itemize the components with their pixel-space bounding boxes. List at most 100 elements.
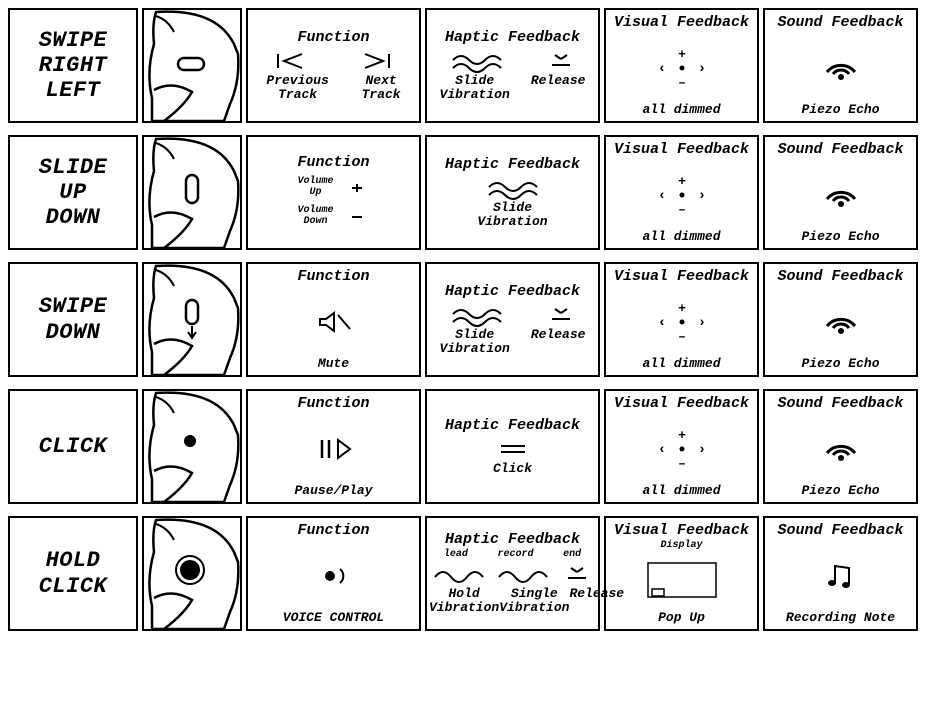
- haptic-header: Haptic Feedback: [445, 283, 580, 300]
- haptic-label-0: Click: [493, 462, 532, 476]
- svg-text:+: +: [678, 48, 686, 62]
- visual-feedback-cell: Visual FeedbackDisplay Pop Up: [604, 516, 759, 631]
- sound-label: Piezo Echo: [801, 484, 879, 498]
- svg-text:›: ›: [697, 442, 705, 458]
- visual-label: Pop Up: [658, 611, 705, 625]
- haptic-header: Haptic Feedback: [445, 531, 580, 548]
- haptic-toplabel-0: lead: [444, 550, 468, 561]
- sound-feedback-cell: Sound Feedback Recording Note: [763, 516, 918, 631]
- function-header: Function: [297, 268, 369, 285]
- visual-header: Visual Feedback: [614, 141, 749, 158]
- sound-feedback-cell: Sound Feedback Piezo Echo: [763, 135, 918, 250]
- sound-header: Sound Feedback: [777, 141, 903, 158]
- haptic-label-0: SlideVibration: [440, 328, 510, 357]
- visual-header: Visual Feedback: [614, 395, 749, 412]
- function-label-0: PreviousTrack: [266, 74, 328, 103]
- gesture-name: CLICK: [39, 434, 108, 459]
- wifi-arc-icon: [819, 433, 863, 465]
- svg-text:›: ›: [697, 188, 705, 204]
- helmet-cell: [142, 389, 242, 504]
- double-wave-icon: [449, 48, 505, 74]
- dpad-icon: + ‹ › –: [652, 302, 712, 342]
- gesture-row-1: SLIDEUPDOWN FunctionVolumeUp VolumeDownH…: [8, 135, 921, 250]
- haptic-toplabel-1: record: [497, 550, 533, 561]
- gesture-name: HOLDCLICK: [39, 548, 108, 599]
- plus-icon: [344, 178, 370, 198]
- haptic-header: Haptic Feedback: [445, 29, 580, 46]
- visual-status: all dimmed: [642, 103, 720, 117]
- function-cell: Function PreviousTrackNextTrack: [246, 8, 421, 123]
- sound-label: Piezo Echo: [801, 357, 879, 371]
- mute-icon: [312, 307, 356, 337]
- helmet-capsule-horizontal-icon: [144, 10, 240, 121]
- haptic-label-0: SlideVibration: [477, 201, 547, 230]
- helmet-capsule-vertical-icon: [144, 137, 240, 248]
- dpad-icon: + ‹ › –: [652, 175, 712, 215]
- svg-text:+: +: [678, 175, 686, 189]
- gesture-label-cell: SWIPEDOWN: [8, 262, 138, 377]
- haptic-header: Haptic Feedback: [445, 417, 580, 434]
- svg-text:–: –: [678, 456, 686, 469]
- double-wave-icon: [449, 302, 505, 328]
- function-label-1: NextTrack: [362, 74, 401, 103]
- svg-text:‹: ‹: [657, 61, 665, 77]
- visual-status: all dimmed: [642, 484, 720, 498]
- voice-dot-icon: [312, 561, 356, 591]
- function-header: Function: [297, 395, 369, 412]
- minus-icon: [344, 207, 370, 227]
- sound-feedback-cell: Sound Feedback Piezo Echo: [763, 8, 918, 123]
- release-tick-icon: [546, 302, 576, 328]
- helmet-cell: [142, 262, 242, 377]
- gesture-row-3: CLICK Function Pause/Play Haptic Feedback…: [8, 389, 921, 504]
- visual-status: all dimmed: [642, 230, 720, 244]
- sound-label: Recording Note: [786, 611, 895, 625]
- gesture-row-4: HOLDCLICK Function VOICE CONTROLHaptic F…: [8, 516, 921, 631]
- haptic-header: Haptic Feedback: [445, 156, 580, 173]
- haptic-label-0: HoldVibration: [429, 587, 499, 616]
- sound-feedback-cell: Sound Feedback Piezo Echo: [763, 389, 918, 504]
- svg-text:+: +: [678, 302, 686, 316]
- gesture-name: SWIPEDOWN: [39, 294, 108, 345]
- haptic-label-1: Release: [531, 328, 586, 342]
- haptic-label-0: SlideVibration: [440, 74, 510, 103]
- svg-text:–: –: [678, 329, 686, 342]
- haptic-feedback-cell: Haptic Feedback SlideVibration Release: [425, 8, 600, 123]
- function-cell: FunctionVolumeUp VolumeDown: [246, 135, 421, 250]
- function-label: Pause/Play: [294, 484, 372, 498]
- haptic-label-1: SingleVibration: [499, 587, 569, 616]
- visual-status: all dimmed: [642, 357, 720, 371]
- sound-header: Sound Feedback: [777, 522, 903, 539]
- haptic-toplabel-2: end: [563, 550, 581, 561]
- sound-header: Sound Feedback: [777, 14, 903, 31]
- double-wave-icon: [485, 175, 541, 201]
- svg-text:+: +: [678, 429, 686, 443]
- wifi-arc-icon: [819, 179, 863, 211]
- gesture-label-cell: SWIPERIGHTLEFT: [8, 8, 138, 123]
- helmet-big-dot-ring-icon: [144, 518, 240, 629]
- helmet-capsule-vertical-arrow-icon: [144, 264, 240, 375]
- haptic-feedback-cell: Haptic Feedback lead record end HoldVibrati…: [425, 516, 600, 631]
- display-box-icon: [642, 559, 722, 603]
- function-header: Function: [297, 154, 369, 171]
- svg-text:›: ›: [697, 315, 705, 331]
- gesture-name: SLIDEUPDOWN: [39, 155, 108, 231]
- gesture-name: SWIPERIGHTLEFT: [39, 28, 108, 104]
- prev-track-icon: [272, 48, 312, 74]
- gesture-label-cell: HOLDCLICK: [8, 516, 138, 631]
- visual-feedback-cell: Visual Feedback + ‹ › – all dimmed: [604, 8, 759, 123]
- haptic-label-1: Release: [531, 74, 586, 88]
- visual-feedback-cell: Visual Feedback + ‹ › – all dimmed: [604, 389, 759, 504]
- sound-feedback-cell: Sound Feedback Piezo Echo: [763, 262, 918, 377]
- helmet-dot-icon: [144, 391, 240, 502]
- music-note-icon: [819, 560, 863, 592]
- visual-feedback-cell: Visual Feedback+ ‹ › –all dimmed: [604, 262, 759, 377]
- sound-header: Sound Feedback: [777, 395, 903, 412]
- visual-feedback-cell: Visual Feedback + ‹ › – all dimmed: [604, 135, 759, 250]
- dpad-icon: + ‹ › –: [652, 429, 712, 469]
- haptic-feedback-cell: Haptic Feedback SlideVibration: [425, 135, 600, 250]
- svg-text:–: –: [678, 202, 686, 215]
- dpad-icon: + ‹ › –: [652, 48, 712, 88]
- function-label: VOICE CONTROL: [283, 611, 384, 625]
- visual-header: Visual Feedback: [614, 14, 749, 31]
- sound-label: Piezo Echo: [801, 103, 879, 117]
